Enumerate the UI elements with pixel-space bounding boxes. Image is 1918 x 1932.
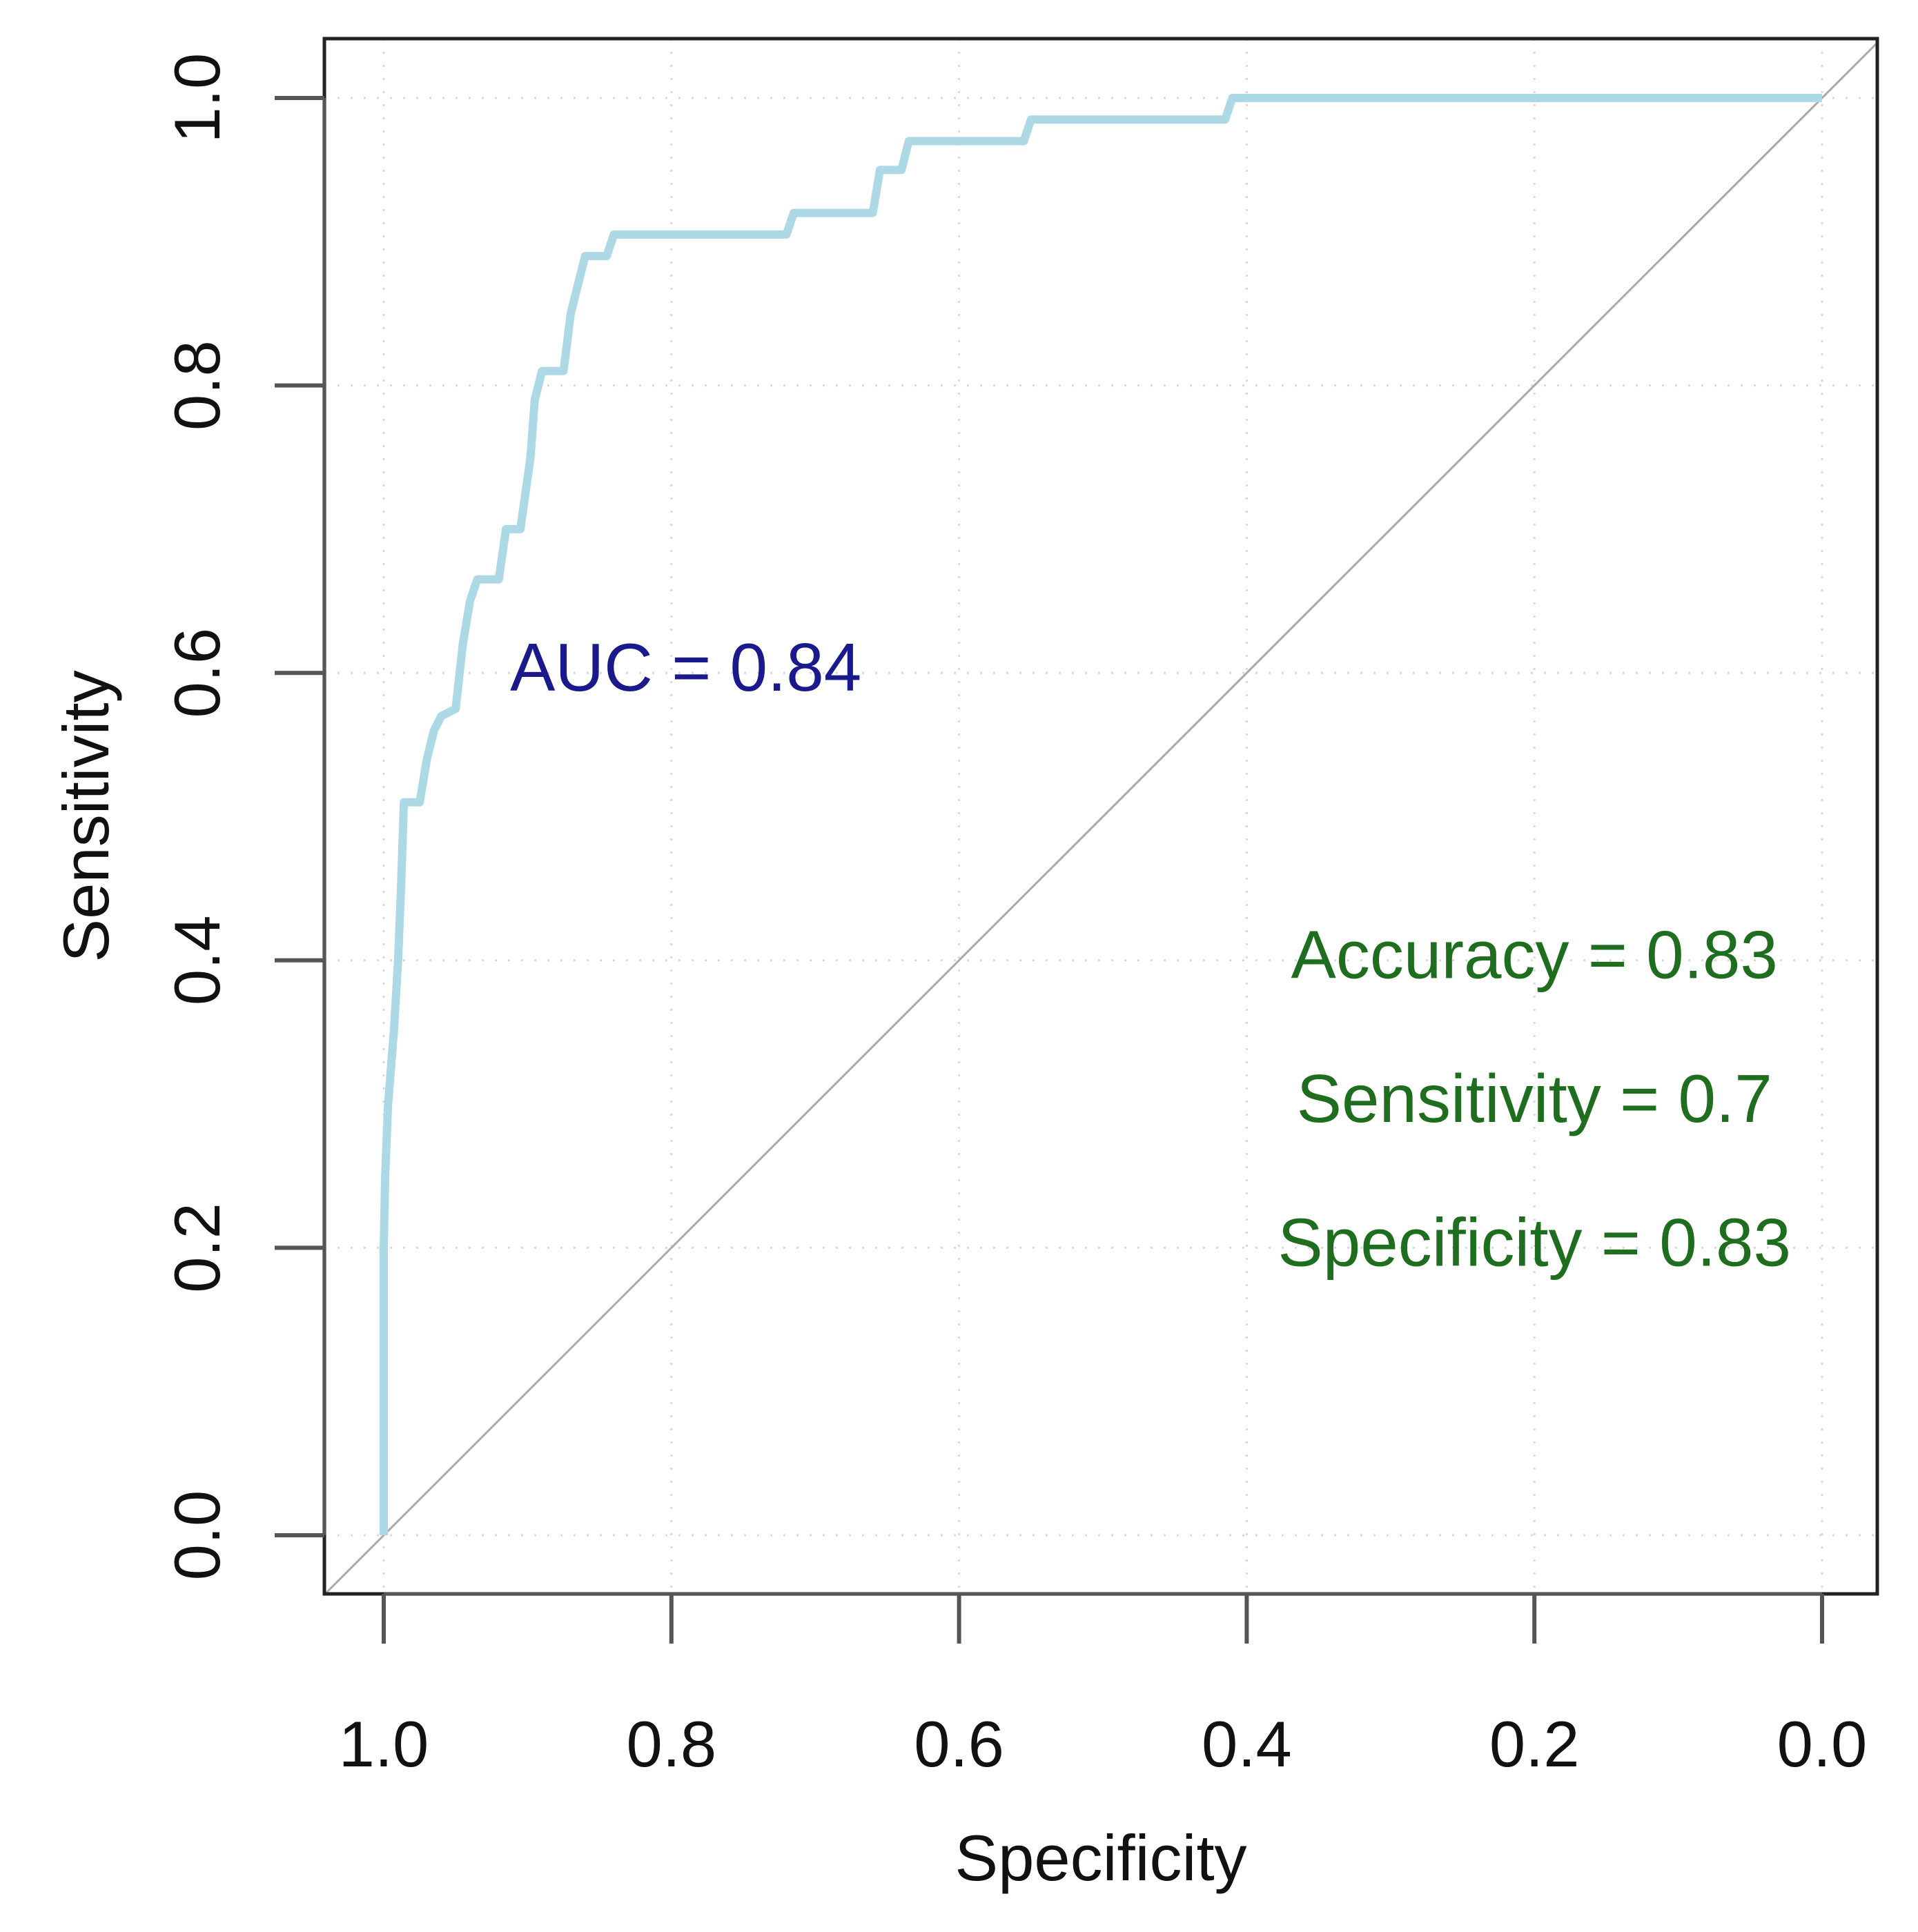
- x-tick-label: 1.0: [339, 1708, 429, 1780]
- x-tick-label: 0.8: [626, 1708, 716, 1780]
- auc-annotation: AUC = 0.84: [510, 629, 861, 705]
- series-layer: [380, 94, 1822, 1535]
- x-axis: 1.0 0.8 0.6 0.4 0.2 0.0: [339, 1593, 1868, 1780]
- x-tick-label: 0.6: [914, 1708, 1004, 1780]
- metric-annotation: Specificity = 0.83: [1278, 1204, 1791, 1280]
- y-tick-label: 0.6: [161, 628, 233, 718]
- x-axis-label: Specificity: [955, 1822, 1246, 1894]
- x-tick-label: 0.4: [1202, 1708, 1292, 1780]
- y-tick-label: 0.0: [161, 1490, 233, 1581]
- reference-diagonal-line: [323, 41, 1879, 1596]
- y-axis-label: Sensitivity: [50, 670, 122, 962]
- metric-annotation: Sensitivity = 0.7: [1297, 1061, 1772, 1136]
- diagonal-layer: [323, 41, 1879, 1596]
- y-tick-label: 0.8: [161, 340, 233, 431]
- metric-annotation: Accuracy = 0.83: [1291, 917, 1777, 993]
- x-tick-label: 0.0: [1777, 1708, 1868, 1780]
- roc-curve-line: [380, 94, 1822, 1535]
- y-tick-label: 1.0: [161, 53, 233, 144]
- y-tick-label: 0.4: [161, 915, 233, 1005]
- y-tick-label: 0.2: [161, 1203, 233, 1293]
- annotations: AUC = 0.84 Accuracy = 0.83 Sensitivity = 0…: [510, 629, 1791, 1280]
- y-axis: 0.0 0.2 0.4 0.6 0.8 1.0: [161, 53, 326, 1581]
- x-tick-label: 0.2: [1489, 1708, 1580, 1780]
